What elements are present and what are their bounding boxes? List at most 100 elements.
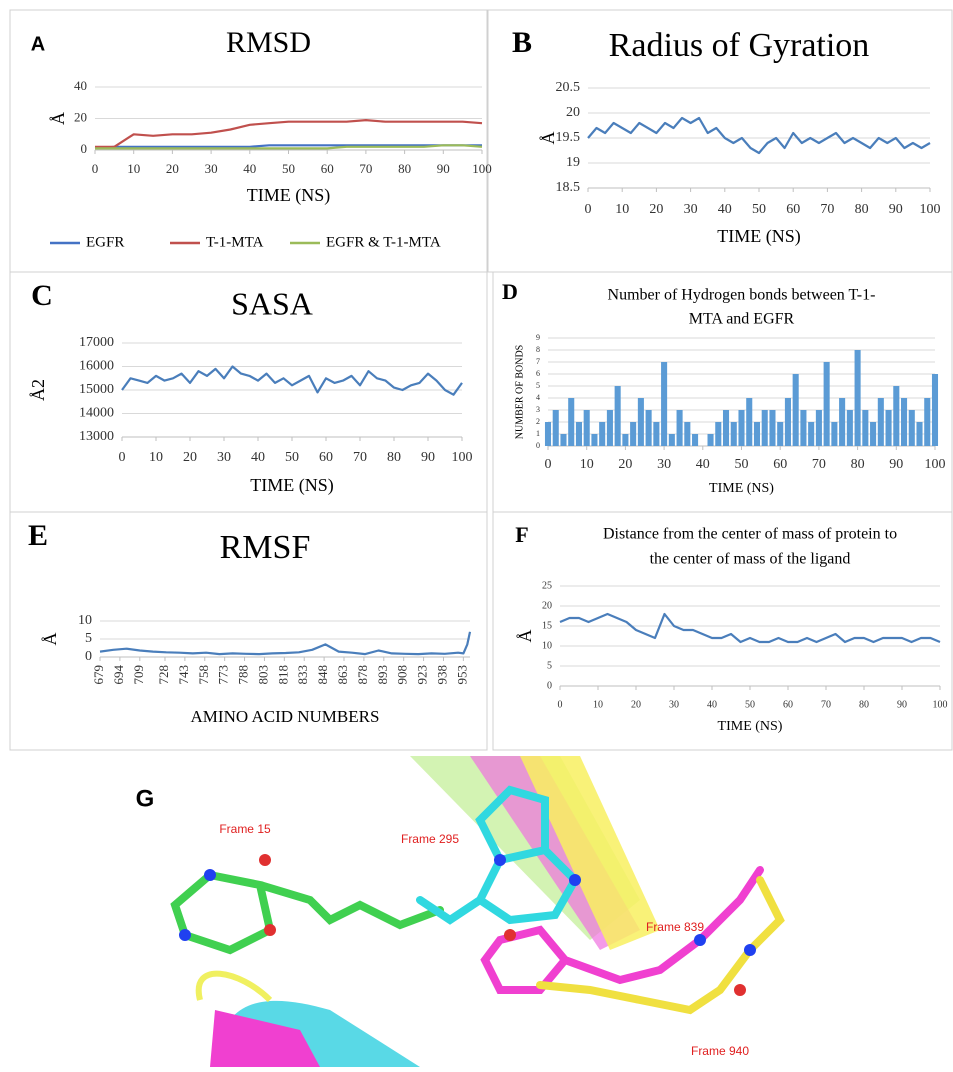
x-tick-label: 40 (718, 202, 732, 217)
bar (800, 410, 806, 446)
y-tick-label: 20 (542, 600, 552, 611)
x-tick-label: 923 (415, 665, 430, 685)
x-tick-label: 10 (580, 457, 594, 472)
chart-title: RMSF (220, 529, 311, 566)
bar (723, 410, 729, 446)
bar (762, 410, 768, 446)
bar (584, 410, 590, 446)
ribbon (199, 974, 270, 1000)
x-tick-label: 90 (897, 699, 907, 710)
x-tick-label: 10 (615, 202, 629, 217)
y-tick-label: 0 (536, 441, 540, 450)
panel-label: F (515, 522, 528, 547)
x-tick-label: 70 (359, 161, 372, 176)
y-tick-label: 20 (566, 105, 580, 120)
x-tick-label: 20 (631, 699, 641, 710)
bar (746, 398, 752, 446)
bar (708, 434, 714, 446)
frame-annotation: Frame 15 (219, 822, 271, 836)
x-axis-title: TIME (NS) (709, 481, 774, 496)
x-tick-label: 743 (176, 665, 191, 685)
bar (754, 422, 760, 446)
bar (576, 422, 582, 446)
y-tick-label: 19.5 (556, 130, 581, 145)
y-tick-label: 15 (542, 620, 552, 631)
y-tick-label: 2 (536, 417, 540, 426)
bar (738, 410, 744, 446)
y-tick-label: 16000 (79, 359, 114, 374)
x-axis-title: TIME (NS) (247, 185, 331, 206)
y-tick-label: 17000 (79, 335, 114, 350)
x-tick-label: 100 (925, 457, 946, 472)
panel-frame (493, 272, 952, 512)
bar (669, 434, 675, 446)
y-tick-label: 19 (566, 155, 580, 170)
bar (553, 410, 559, 446)
x-tick-label: 60 (319, 450, 333, 465)
x-tick-label: 20 (166, 161, 179, 176)
bar (731, 422, 737, 446)
panel-label: C (31, 279, 53, 312)
bar (777, 422, 783, 446)
y-tick-label: 25 (542, 580, 552, 591)
x-tick-label: 60 (321, 161, 334, 176)
bar (831, 422, 837, 446)
y-tick-label: 14000 (79, 406, 114, 421)
y-axis-title: Å2 (28, 379, 48, 401)
x-tick-label: 728 (156, 665, 171, 685)
y-tick-label: 0 (85, 649, 92, 664)
y-axis-title: NUMBER OF BONDS (514, 345, 525, 439)
y-axis-title: Å (538, 132, 558, 145)
bar (568, 398, 574, 446)
x-tick-label: 100 (920, 202, 941, 217)
bar (615, 386, 621, 446)
bar (785, 398, 791, 446)
legend-label: EGFR & T-1-MTA (326, 234, 441, 250)
bar (924, 398, 930, 446)
bar (916, 422, 922, 446)
x-tick-label: 878 (355, 665, 370, 685)
x-tick-label: 70 (812, 457, 826, 472)
x-tick-label: 938 (434, 665, 449, 685)
x-tick-label: 908 (395, 665, 410, 685)
x-tick-label: 818 (275, 665, 290, 685)
y-tick-label: 8 (536, 345, 540, 354)
x-tick-label: 20 (618, 457, 632, 472)
bar (646, 410, 652, 446)
bar (839, 398, 845, 446)
y-tick-label: 5 (536, 381, 540, 390)
y-tick-label: 1 (536, 429, 540, 438)
chart-title: Distance from the center of mass of prot… (603, 526, 897, 543)
bar (793, 374, 799, 446)
y-tick-label: 0 (547, 680, 552, 691)
bar (901, 398, 907, 446)
x-axis-title: AMINO ACID NUMBERS (191, 707, 380, 726)
x-axis-title: TIME (NS) (250, 475, 334, 496)
x-tick-label: 100 (933, 699, 948, 710)
bar (638, 398, 644, 446)
bar (909, 410, 915, 446)
y-axis-title: Å (515, 630, 535, 643)
bar (677, 410, 683, 446)
bar (808, 422, 814, 446)
x-tick-label: 90 (437, 161, 450, 176)
chart-title: Radius of Gyration (609, 27, 870, 64)
bar (653, 422, 659, 446)
x-tick-label: 758 (196, 665, 211, 685)
x-tick-label: 70 (821, 699, 831, 710)
frame-annotation: Frame 295 (401, 832, 459, 846)
bar (622, 434, 628, 446)
panel-frame (493, 512, 952, 750)
x-tick-label: 80 (387, 450, 401, 465)
x-tick-label: 0 (545, 457, 552, 472)
x-tick-label: 60 (783, 699, 793, 710)
x-tick-label: 833 (295, 665, 310, 685)
chart-title: Number of Hydrogen bonds between T-1- (608, 287, 876, 304)
y-tick-label: 20.5 (556, 80, 581, 95)
bar (661, 362, 667, 446)
x-tick-label: 893 (375, 665, 390, 685)
x-tick-label: 40 (251, 450, 265, 465)
bar (630, 422, 636, 446)
bar (545, 422, 551, 446)
bar (878, 398, 884, 446)
